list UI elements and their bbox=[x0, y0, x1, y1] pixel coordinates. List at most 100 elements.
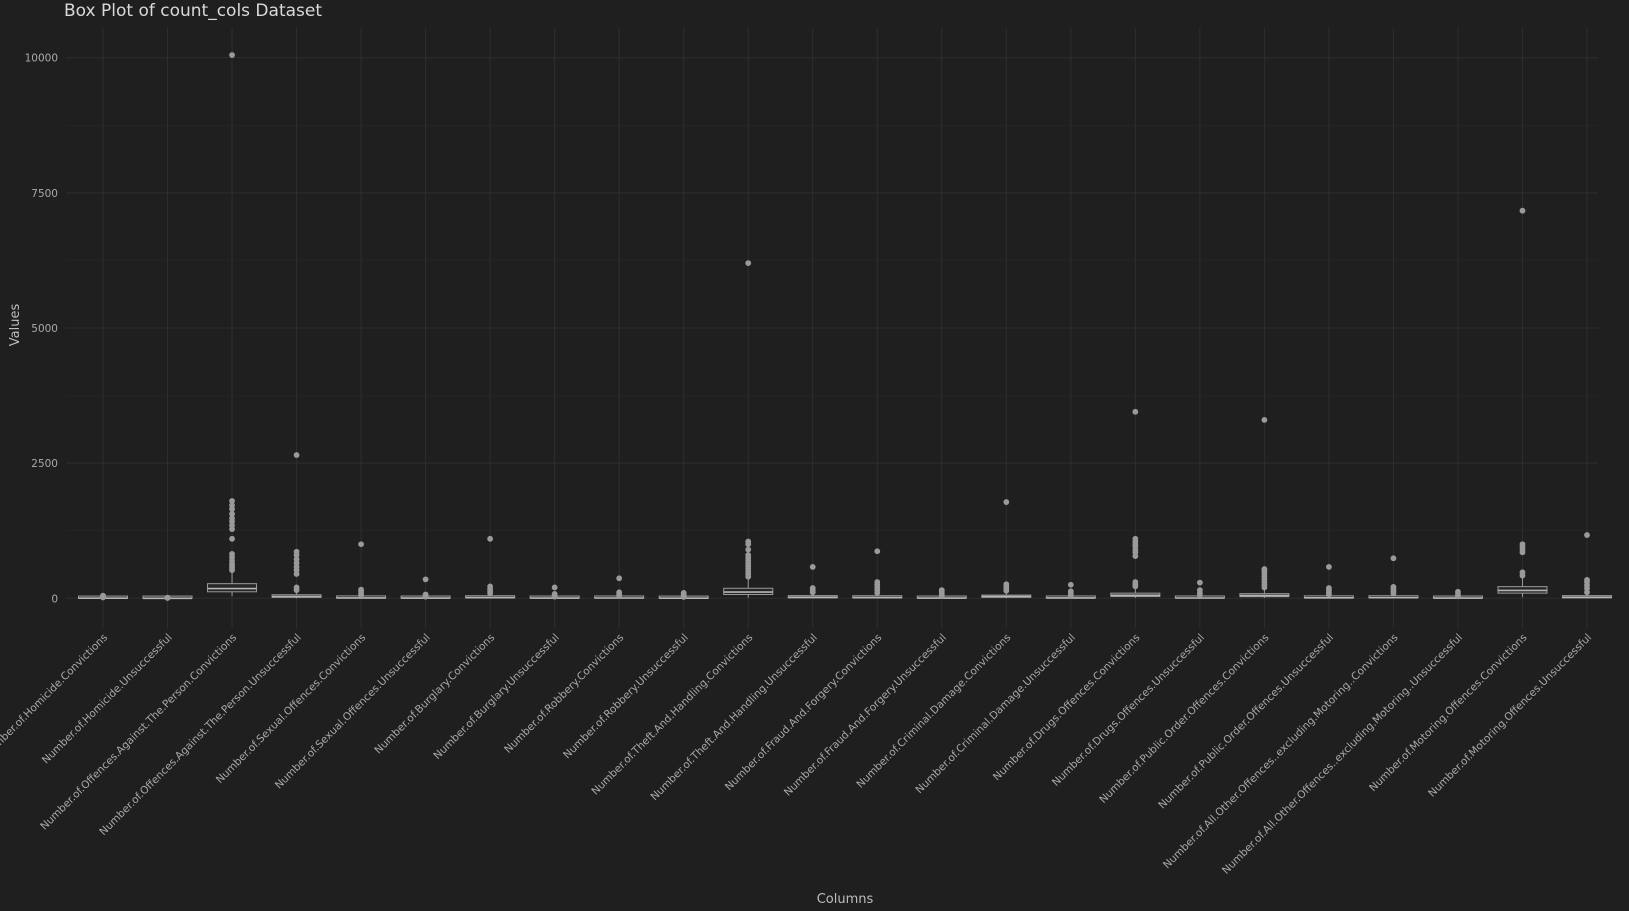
x-tick-label: Number.of.All.Other.Offences..excluding.… bbox=[1220, 632, 1465, 877]
outlier-point bbox=[938, 587, 945, 594]
outlier-point bbox=[1067, 581, 1074, 588]
box-9 bbox=[594, 575, 645, 599]
box-14 bbox=[916, 587, 967, 600]
box-12 bbox=[787, 564, 838, 599]
x-tick-label: Number.of.All.Other.Offences..excluding.… bbox=[1161, 632, 1401, 872]
box-body bbox=[207, 583, 258, 593]
x-tick-label: Number.of.Burglary.Unsuccessful bbox=[431, 632, 561, 762]
box-2 bbox=[142, 594, 193, 601]
x-tick-label: Number.of.Homicide.Unsuccessful bbox=[40, 632, 175, 767]
y-tick-label: 5000 bbox=[31, 323, 58, 335]
outlier-point bbox=[229, 511, 235, 517]
box-13 bbox=[852, 548, 903, 599]
box-22 bbox=[1432, 588, 1483, 600]
outlier-point bbox=[487, 583, 494, 590]
outlier-point bbox=[1326, 585, 1332, 591]
outlier-point bbox=[293, 584, 300, 591]
outlier-point bbox=[616, 589, 623, 596]
y-tick-label: 2500 bbox=[31, 458, 58, 470]
y-axis: 0 2500 5000 7500 10000 bbox=[25, 53, 58, 606]
outlier-point bbox=[616, 575, 623, 582]
box-15 bbox=[981, 499, 1032, 599]
outlier-point bbox=[551, 591, 558, 597]
box-16 bbox=[1045, 581, 1096, 599]
boxes-layer bbox=[77, 52, 1613, 601]
outlier-point bbox=[229, 498, 235, 504]
outlier-point bbox=[1261, 416, 1268, 423]
outlier-point bbox=[229, 502, 235, 509]
outlier-point bbox=[745, 546, 752, 553]
outlier-point bbox=[1196, 579, 1203, 586]
outlier-point bbox=[1519, 207, 1526, 214]
y-axis-title: Values bbox=[8, 304, 23, 347]
outlier-point bbox=[1067, 588, 1074, 595]
x-tick-label: Number.of.Robbery.Unsuccessful bbox=[561, 632, 691, 762]
box-23 bbox=[1497, 207, 1548, 598]
outlier-point bbox=[487, 535, 494, 542]
outlier-point bbox=[293, 452, 300, 458]
outlier-point bbox=[1455, 588, 1461, 595]
box-1 bbox=[77, 592, 129, 601]
x-tick-label: Number.of.Drugs.Offences.Convictions bbox=[991, 632, 1143, 784]
box-21 bbox=[1368, 555, 1419, 599]
box-8 bbox=[529, 584, 580, 600]
outlier-point bbox=[1326, 564, 1332, 570]
outlier-point bbox=[551, 584, 558, 591]
outlier-point bbox=[1132, 408, 1139, 415]
outlier-point bbox=[1132, 579, 1139, 585]
outlier-point bbox=[745, 260, 752, 267]
outlier-point bbox=[745, 552, 752, 558]
outlier-point bbox=[358, 541, 364, 548]
chart-title: Box Plot of count_cols Dataset bbox=[64, 1, 323, 21]
outlier-point bbox=[1003, 581, 1010, 588]
outlier-point bbox=[874, 548, 881, 555]
box-20 bbox=[1303, 564, 1354, 599]
outlier-point bbox=[1584, 532, 1590, 538]
box-10 bbox=[658, 589, 709, 600]
outlier-point bbox=[229, 535, 235, 542]
outlier-point bbox=[229, 515, 235, 522]
box-19 bbox=[1239, 416, 1290, 598]
box-4 bbox=[271, 452, 322, 599]
box-18 bbox=[1174, 579, 1225, 599]
outlier-point bbox=[1584, 576, 1590, 583]
grid-layer bbox=[66, 28, 1598, 628]
outlier-point bbox=[809, 564, 816, 570]
box-17 bbox=[1110, 408, 1161, 598]
box-3 bbox=[207, 52, 258, 597]
outlier-point bbox=[358, 586, 364, 593]
outlier-point bbox=[1261, 566, 1268, 572]
box-7 bbox=[465, 535, 516, 599]
outlier-point bbox=[422, 591, 429, 598]
x-tick-label: Number.of.Sexual.Offences.Convictions bbox=[214, 632, 368, 786]
outlier-point bbox=[1196, 587, 1203, 594]
outlier-point bbox=[293, 556, 300, 563]
outlier-point bbox=[100, 592, 106, 599]
box-6 bbox=[400, 576, 451, 600]
outlier-point bbox=[1003, 499, 1010, 505]
outlier-point bbox=[229, 52, 235, 58]
outlier-point bbox=[422, 576, 429, 583]
box-24 bbox=[1561, 532, 1613, 599]
y-tick-label: 10000 bbox=[25, 53, 58, 65]
x-axis: Number.of.Homicide.ConvictionsNumber.of.… bbox=[0, 632, 1594, 877]
outlier-point bbox=[1390, 555, 1397, 562]
outlier-point bbox=[1519, 541, 1526, 548]
box-5 bbox=[336, 541, 387, 599]
outlier-point bbox=[293, 548, 300, 555]
outlier-point bbox=[745, 538, 752, 545]
outlier-point bbox=[874, 579, 881, 585]
y-tick-label: 7500 bbox=[31, 188, 58, 200]
x-tick-label: Number.of.Robbery.Convictions bbox=[502, 632, 626, 756]
x-axis-title: Columns bbox=[817, 892, 874, 907]
outlier-point bbox=[809, 585, 816, 591]
outlier-point bbox=[1132, 535, 1139, 542]
outlier-point bbox=[164, 594, 171, 601]
x-tick-label: Number.of.Burglary.Convictions bbox=[372, 632, 497, 757]
box-11 bbox=[723, 260, 774, 598]
outlier-point bbox=[1519, 569, 1526, 576]
outlier-point bbox=[229, 551, 235, 557]
outlier-point bbox=[680, 589, 687, 596]
y-tick-label: 0 bbox=[51, 593, 58, 605]
